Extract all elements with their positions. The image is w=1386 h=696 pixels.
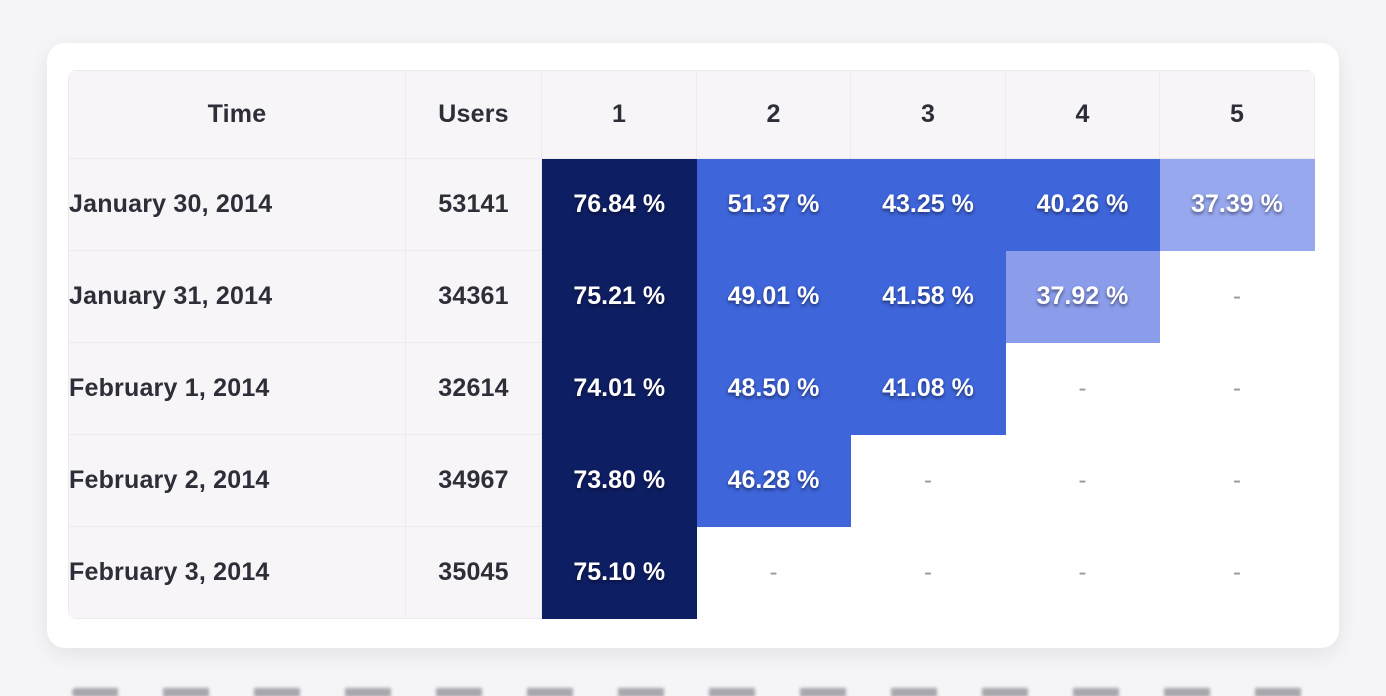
retention-cell[interactable]: 75.21 %: [541, 250, 697, 343]
retention-cell[interactable]: 41.08 %: [850, 342, 1006, 435]
col-header-time: Time: [68, 70, 406, 159]
retention-cell[interactable]: -: [1005, 342, 1160, 435]
retention-cell[interactable]: 41.58 %: [850, 250, 1006, 343]
retention-cell[interactable]: 43.25 %: [850, 158, 1006, 251]
retention-cell[interactable]: -: [696, 526, 851, 619]
retention-cell[interactable]: -: [1005, 434, 1160, 527]
retention-cell[interactable]: 73.80 %: [541, 434, 697, 527]
cohort-users-count: 32614: [405, 342, 542, 435]
cohort-date-label: February 2, 2014: [68, 434, 406, 527]
retention-cell[interactable]: 46.28 %: [696, 434, 851, 527]
retention-cell[interactable]: 74.01 %: [541, 342, 697, 435]
retention-cell[interactable]: -: [850, 526, 1006, 619]
retention-cell[interactable]: 37.92 %: [1005, 250, 1160, 343]
cohort-users-count: 34361: [405, 250, 542, 343]
retention-cell[interactable]: 51.37 %: [696, 158, 851, 251]
retention-cell[interactable]: -: [1159, 342, 1315, 435]
retention-cell[interactable]: 48.50 %: [696, 342, 851, 435]
retention-cell[interactable]: -: [1159, 250, 1315, 343]
table-row: February 1, 2014 32614 74.01 % 48.50 % 4…: [68, 342, 1315, 435]
col-header-period-5: 5: [1159, 70, 1315, 159]
col-header-users: Users: [405, 70, 542, 159]
cohort-date-label: January 30, 2014: [68, 158, 406, 251]
cohort-users-count: 34967: [405, 434, 542, 527]
table-row: February 2, 2014 34967 73.80 % 46.28 % -…: [68, 434, 1315, 527]
retention-cell[interactable]: 75.10 %: [541, 526, 697, 619]
col-header-period-1: 1: [541, 70, 697, 159]
retention-cell[interactable]: 49.01 %: [696, 250, 851, 343]
cohort-users-count: 35045: [405, 526, 542, 619]
retention-cell[interactable]: 40.26 %: [1005, 158, 1160, 251]
cohort-table-wrap: Time Users 1 2 3 4 5 January 30, 2014 53…: [68, 70, 1315, 619]
table-row: January 30, 2014 53141 76.84 % 51.37 % 4…: [68, 158, 1315, 251]
col-header-period-3: 3: [850, 70, 1006, 159]
retention-card: Time Users 1 2 3 4 5 January 30, 2014 53…: [47, 43, 1339, 648]
col-header-period-4: 4: [1005, 70, 1160, 159]
retention-cell[interactable]: -: [1005, 526, 1160, 619]
cohort-users-count: 53141: [405, 158, 542, 251]
cohort-date-label: February 1, 2014: [68, 342, 406, 435]
header-row: Time Users 1 2 3 4 5: [68, 70, 1315, 159]
table-row: February 3, 2014 35045 75.10 % - - - -: [68, 526, 1315, 619]
retention-cell[interactable]: -: [1159, 434, 1315, 527]
retention-cell[interactable]: -: [1159, 526, 1315, 619]
cutoff-content-decoration: [72, 688, 1318, 696]
cohort-retention-table: Time Users 1 2 3 4 5 January 30, 2014 53…: [68, 70, 1315, 619]
retention-cell[interactable]: 37.39 %: [1159, 158, 1315, 251]
retention-cell[interactable]: -: [850, 434, 1006, 527]
retention-cell[interactable]: 76.84 %: [541, 158, 697, 251]
cohort-date-label: February 3, 2014: [68, 526, 406, 619]
col-header-period-2: 2: [696, 70, 851, 159]
table-row: January 31, 2014 34361 75.21 % 49.01 % 4…: [68, 250, 1315, 343]
cohort-date-label: January 31, 2014: [68, 250, 406, 343]
